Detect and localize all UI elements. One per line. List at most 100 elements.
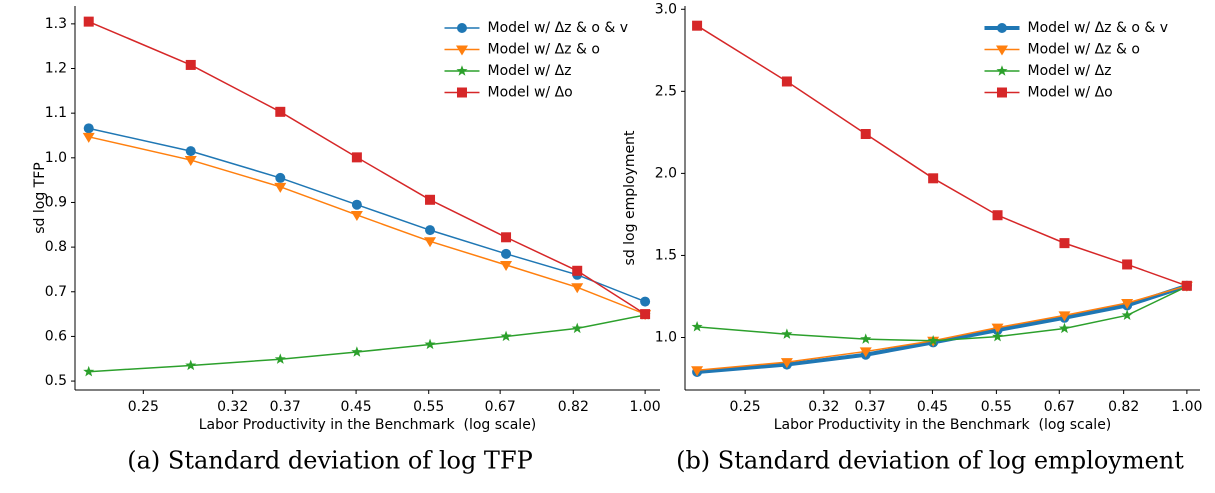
- marker: [424, 338, 436, 350]
- y-tick-label: 0.6: [45, 328, 67, 344]
- x-tick-label: 0.55: [981, 399, 1012, 415]
- marker: [424, 237, 437, 248]
- x-tick-label: 0.55: [413, 399, 444, 415]
- x-tick-label: 0.67: [1044, 399, 1075, 415]
- x-tick-label: 0.32: [808, 399, 839, 415]
- legend-label: Model w/ Δz & o: [487, 42, 599, 58]
- x-tick-label: 0.37: [270, 399, 301, 415]
- marker: [82, 132, 95, 143]
- marker: [781, 328, 793, 339]
- caption: (a) Standard deviation of log TFP: [127, 447, 533, 475]
- marker: [83, 123, 94, 134]
- marker: [996, 23, 1007, 33]
- marker: [425, 225, 436, 236]
- marker: [859, 347, 872, 358]
- y-axis-label: sd log TFP: [32, 162, 48, 233]
- series-line: [88, 20, 646, 315]
- y-axis-label: sd log employment: [622, 130, 638, 265]
- legend-label: Model w/ Δo: [487, 85, 572, 101]
- y-tick-label: 1.5: [655, 247, 677, 263]
- y-tick-label: 1.0: [655, 329, 677, 345]
- x-tick-label: 0.25: [128, 399, 159, 415]
- marker: [1181, 280, 1192, 291]
- marker: [928, 173, 939, 184]
- marker: [185, 359, 197, 371]
- marker: [691, 366, 704, 377]
- marker: [425, 194, 436, 205]
- x-tick-label: 0.82: [558, 399, 589, 415]
- marker: [351, 346, 363, 357]
- y-tick-label: 0.8: [45, 239, 67, 255]
- marker: [1121, 309, 1133, 321]
- x-tick-label: 0.82: [1108, 399, 1139, 415]
- x-tick-label: 0.37: [854, 399, 885, 415]
- series-line: [696, 283, 1188, 374]
- series-line: [696, 25, 1188, 287]
- marker: [692, 20, 703, 31]
- marker: [640, 296, 651, 307]
- y-tick-label: 0.5: [45, 373, 67, 389]
- marker: [571, 322, 583, 334]
- marker: [275, 172, 286, 183]
- legend: Model w/ Δz & o & v Model w/ Δz & o Model …: [444, 20, 628, 101]
- marker: [351, 152, 362, 163]
- marker: [860, 333, 872, 344]
- x-tick-label: 0.25: [730, 399, 761, 415]
- marker: [927, 334, 939, 346]
- legend: Model w/ Δz & o & v Model w/ Δz & o Model …: [984, 20, 1168, 101]
- marker: [572, 265, 583, 276]
- x-tick-label: 0.45: [917, 399, 948, 415]
- marker: [780, 358, 793, 369]
- legend-label: Model w/ Δz: [1027, 63, 1111, 79]
- x-tick-label: 1.00: [1171, 399, 1202, 415]
- y-tick-label: 1.0: [45, 150, 67, 166]
- marker: [1058, 322, 1070, 334]
- marker: [185, 59, 196, 70]
- series-line: [88, 314, 646, 373]
- y-tick-label: 1.2: [45, 61, 67, 77]
- marker: [1121, 299, 1134, 310]
- y-tick-label: 1.3: [45, 16, 67, 32]
- marker: [350, 210, 363, 221]
- chart: 1.0 1.5 2.0 2.5 3.0 0.25 0.32 0.37 0.45 0.55 0.67 0…: [622, 1, 1202, 474]
- series-line: [88, 136, 646, 315]
- marker: [640, 309, 651, 320]
- y-tick-label: 0.7: [45, 284, 67, 300]
- marker: [83, 16, 94, 27]
- marker: [274, 353, 286, 364]
- marker: [860, 129, 871, 139]
- marker: [500, 260, 513, 271]
- y-tick-label: 2.5: [655, 83, 677, 99]
- legend-label: Model w/ Δo: [1027, 85, 1112, 101]
- legend-label: Model w/ Δz & o: [1027, 42, 1139, 58]
- caption: (b) Standard deviation of log employment: [676, 447, 1184, 475]
- marker: [456, 23, 467, 33]
- marker: [83, 365, 95, 377]
- marker: [1059, 238, 1070, 249]
- marker: [184, 156, 197, 167]
- marker: [456, 65, 468, 76]
- marker: [992, 330, 1004, 342]
- x-tick-label: 0.45: [340, 399, 371, 415]
- x-tick-label: 0.67: [485, 399, 516, 415]
- marker: [781, 76, 792, 87]
- series-line: [88, 127, 646, 303]
- marker: [501, 232, 512, 243]
- marker: [455, 45, 468, 56]
- marker: [691, 321, 703, 332]
- marker: [351, 199, 362, 210]
- y-tick-label: 0.9: [45, 194, 67, 210]
- marker: [500, 330, 512, 342]
- marker: [1058, 311, 1071, 322]
- y-tick-label: 3.0: [655, 1, 677, 17]
- x-tick-label: 1.00: [630, 399, 661, 415]
- marker: [996, 87, 1007, 98]
- y-tick-label: 1.1: [45, 105, 67, 121]
- x-axis-label: Labor Productivity in the Benchmark (log…: [199, 417, 537, 433]
- legend-label: Model w/ Δz: [487, 63, 571, 79]
- marker: [571, 283, 584, 294]
- y-tick-label: 2.0: [655, 165, 677, 181]
- marker: [996, 65, 1008, 76]
- marker: [991, 323, 1004, 334]
